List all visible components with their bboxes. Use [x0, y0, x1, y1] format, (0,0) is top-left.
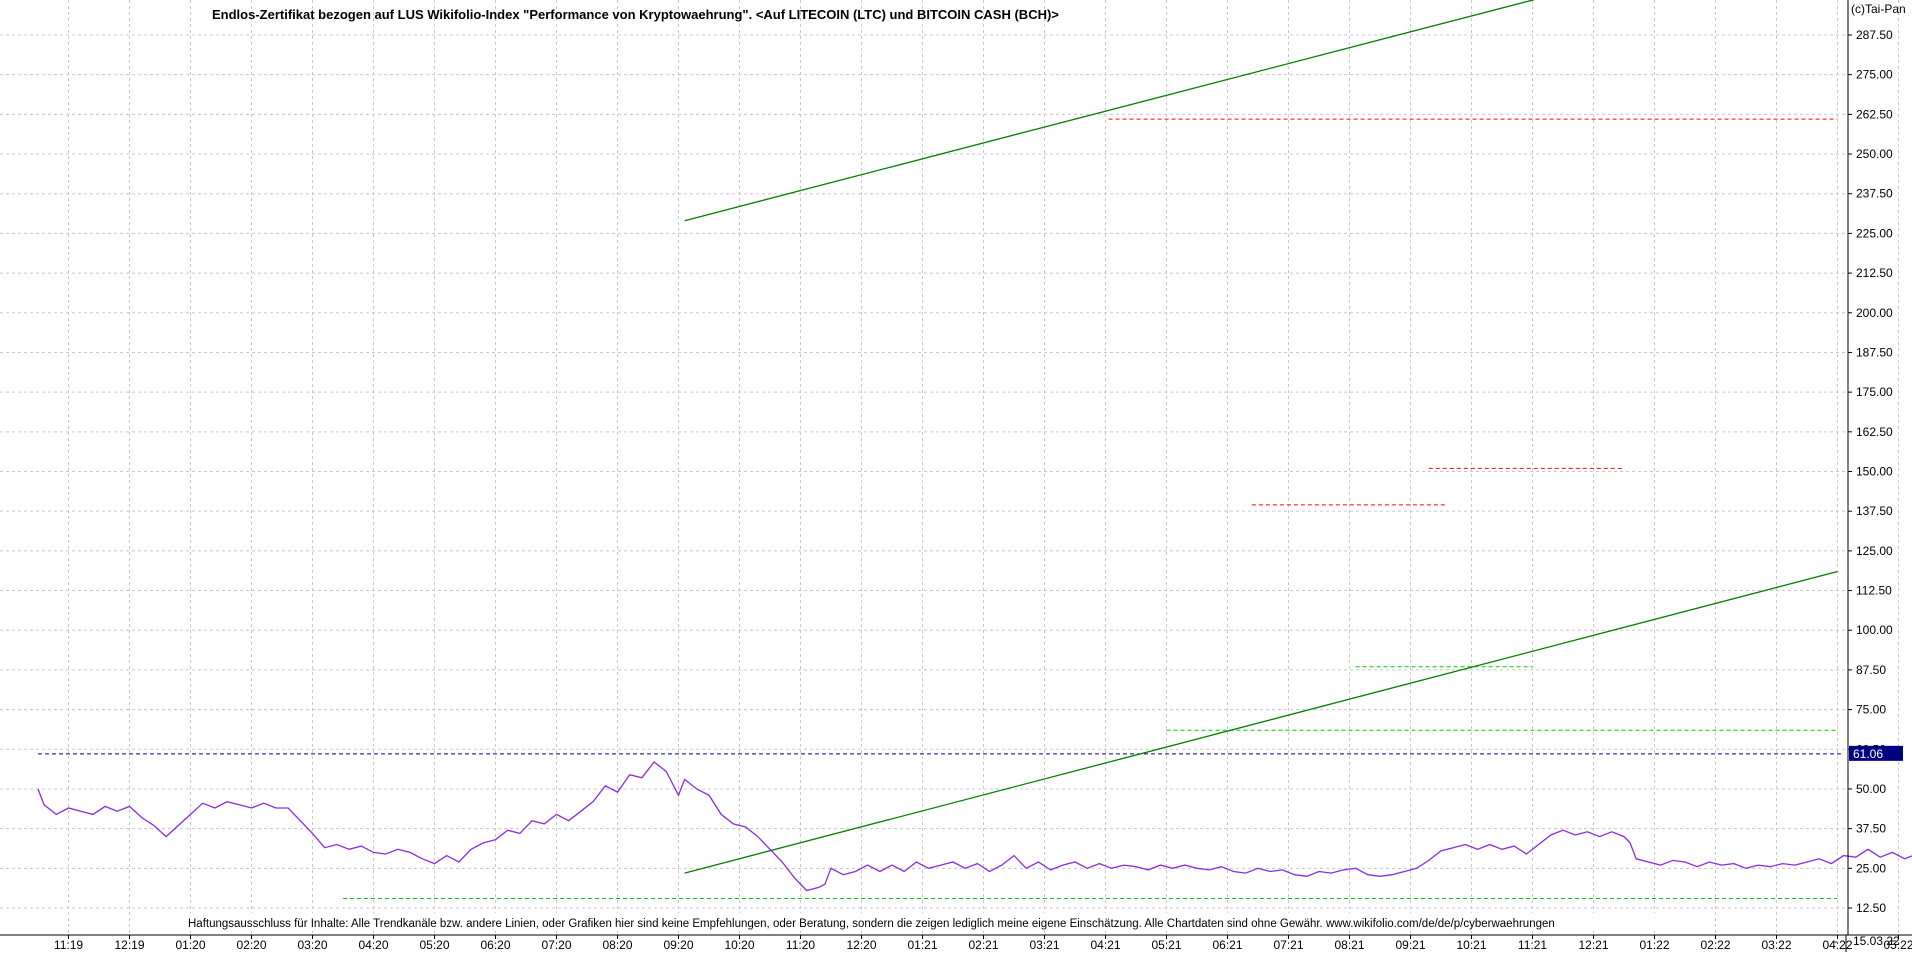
last-value-label: 61.06 — [1853, 747, 1883, 761]
current-date-label: 15.03.22 — [1853, 934, 1900, 948]
x-tick-label: 04:22 — [1822, 938, 1852, 952]
x-tick-label: 03:21 — [1029, 938, 1059, 952]
x-tick-label: 12:19 — [114, 938, 144, 952]
x-tick-label: 11:19 — [54, 938, 83, 952]
x-tick-label: 11:20 — [786, 938, 815, 952]
x-tick-label: 02:22 — [1700, 938, 1730, 952]
y-tick-label: 212.50 — [1856, 266, 1893, 280]
y-tick-label: 137.50 — [1856, 504, 1893, 518]
y-tick-label: 37.50 — [1856, 822, 1886, 836]
trend-line — [684, 570, 1838, 874]
x-tick-label: 04:21 — [1090, 938, 1120, 952]
last-value-box — [1849, 745, 1903, 761]
trend-channel-lines — [684, 0, 1838, 874]
y-tick-label: 12.50 — [1856, 901, 1886, 915]
support-resistance-lines — [38, 118, 1844, 899]
x-tick-label: 07:21 — [1273, 938, 1303, 952]
x-tick-label: 12:20 — [846, 938, 876, 952]
axis-dash-label: - — [1834, 936, 1838, 948]
disclaimer-background — [180, 913, 1670, 931]
x-tick-label: 03:20 — [297, 938, 327, 952]
y-tick-label: 162.50 — [1856, 425, 1893, 439]
y-tick-label: 187.50 — [1856, 345, 1893, 359]
x-tick-label: 09:20 — [663, 938, 693, 952]
y-tick-label: 275.00 — [1856, 68, 1893, 82]
x-tick-label: 10:21 — [1456, 938, 1486, 952]
copyright-label: (c)Tai-Pan — [1851, 2, 1906, 16]
x-tick-label: 08:21 — [1334, 938, 1364, 952]
x-tick-label: 11:21 — [1518, 938, 1547, 952]
chart-title: Endlos-Zertifikat bezogen auf LUS Wikifo… — [212, 7, 1059, 22]
y-tick-label: 112.50 — [1856, 584, 1892, 598]
trend-line — [684, 0, 1536, 222]
x-tick-label: 05:21 — [1151, 938, 1181, 952]
x-tick-label: 04:20 — [358, 938, 388, 952]
y-tick-label: 250.00 — [1856, 147, 1893, 161]
x-tick-label: 06:20 — [480, 938, 510, 952]
x-tick-label: 12:21 — [1578, 938, 1608, 952]
y-tick-label: 225.00 — [1856, 226, 1893, 240]
y-tick-label: 25.00 — [1856, 861, 1886, 875]
y-tick-label: 50.00 — [1856, 782, 1886, 796]
grid — [0, 0, 1899, 935]
y-tick-label: 150.00 — [1856, 465, 1893, 479]
x-tick-label: 02:21 — [968, 938, 998, 952]
y-tick-label: 175.00 — [1856, 385, 1893, 399]
y-tick-label: 237.50 — [1856, 187, 1893, 201]
x-tick-label: 09:21 — [1395, 938, 1425, 952]
price-series — [37, 761, 1912, 892]
y-tick-label: 100.00 — [1856, 623, 1893, 637]
x-tick-label: 05:22 — [1883, 938, 1912, 952]
x-tick-label: 08:20 — [602, 938, 632, 952]
x-tick-label: 01:22 — [1639, 938, 1669, 952]
y-tick-label: 287.50 — [1856, 28, 1893, 42]
x-tick-label: 06:21 — [1212, 938, 1242, 952]
x-tick-label: 02:20 — [236, 938, 266, 952]
x-tick-label: 07:20 — [541, 938, 571, 952]
y-tick-label: 87.50 — [1856, 663, 1886, 677]
y-tick-label: 75.00 — [1856, 703, 1886, 717]
x-tick-label: 03:22 — [1761, 938, 1791, 952]
y-tick-label: 125.00 — [1856, 544, 1893, 558]
x-tick-label: 05:20 — [419, 938, 449, 952]
y-tick-label: 262.50 — [1856, 107, 1893, 121]
x-tick-label: 01:20 — [175, 938, 205, 952]
x-tick-label: 01:21 — [907, 938, 937, 952]
y-tick-label: 200.00 — [1856, 306, 1893, 320]
price-line — [37, 761, 1912, 892]
x-tick-label: 10:20 — [724, 938, 754, 952]
disclaimer-text: Haftungsausschluss für Inhalte: Alle Tre… — [188, 918, 1555, 930]
